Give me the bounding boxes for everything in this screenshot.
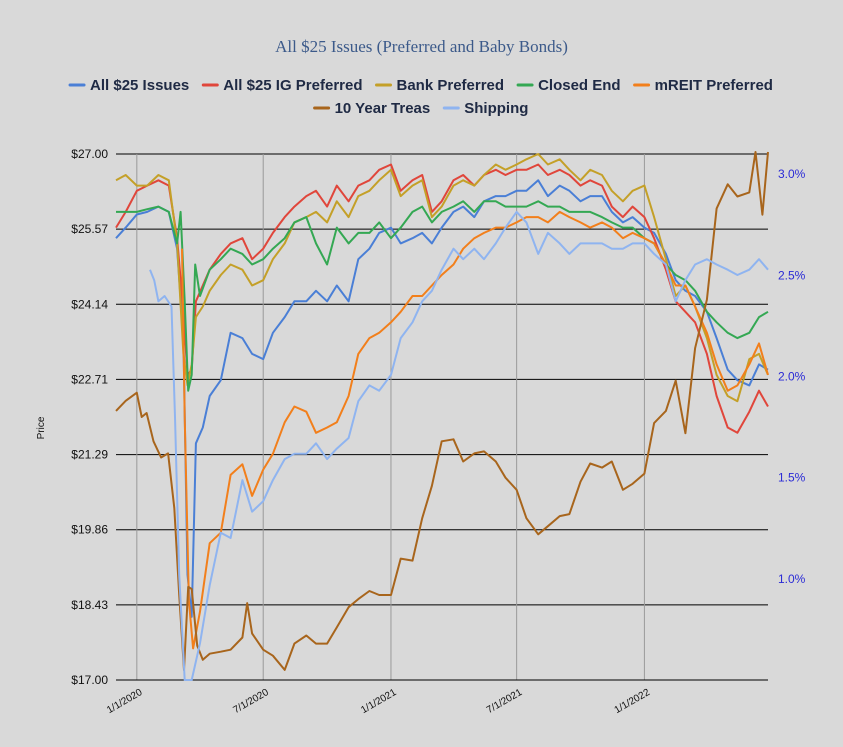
y-tick-label: $21.29 xyxy=(71,448,108,462)
plot-area xyxy=(115,151,769,681)
x-tick-label: 7/1/2021 xyxy=(485,687,525,716)
y-tick-label: $25.57 xyxy=(71,222,108,236)
series-line-shipping xyxy=(149,210,769,681)
chart-title: All $25 Issues (Preferred and Baby Bonds… xyxy=(275,37,568,56)
y-axis-right: 1.0% 1.5% 2.0% 2.5% 3.0% xyxy=(778,167,806,586)
series-line-bank-preferred xyxy=(115,153,769,403)
y-tick-label: $17.00 xyxy=(71,673,108,687)
series-line-10-year-treas xyxy=(115,151,769,671)
x-tick-label: 7/1/2020 xyxy=(231,687,271,716)
legend-label-bank-preferred: Bank Preferred xyxy=(397,77,505,94)
legend-label-mreit-preferred: mREIT Preferred xyxy=(655,77,773,94)
y-tick-label: $19.86 xyxy=(71,523,108,537)
y-tick-label: $27.00 xyxy=(71,147,108,161)
legend-label-closed-end: Closed End xyxy=(538,77,621,94)
y-axis-left: $17.00 $18.43 $19.86 $21.29 $22.71 $24.14 $25.… xyxy=(71,147,108,687)
series-line-closed-end xyxy=(116,200,769,392)
series-line-mreit-preferred xyxy=(181,210,769,650)
y-axis-label: Price xyxy=(36,416,47,439)
y-tick-label: $22.71 xyxy=(71,372,108,386)
y-right-tick-label: 1.5% xyxy=(778,471,806,485)
y-right-tick-label: 3.0% xyxy=(778,167,806,181)
grid xyxy=(116,153,768,681)
x-tick-label: 1/1/2022 xyxy=(613,687,653,716)
y-right-tick-label: 2.5% xyxy=(778,268,806,282)
series-line-all-25-ig-preferred xyxy=(115,163,769,434)
legend-label-all-25-issues: All $25 Issues xyxy=(90,77,189,94)
series-line-all-25-issues xyxy=(115,179,769,618)
y-tick-label: $24.14 xyxy=(71,297,108,311)
legend-label-shipping: Shipping xyxy=(464,100,528,117)
x-tick-label: 1/1/2020 xyxy=(105,687,145,716)
legend: All $25 Issues All $25 IG Preferred Bank P… xyxy=(68,77,773,117)
y-tick-label: $18.43 xyxy=(71,598,108,612)
x-tick-label: 1/1/2021 xyxy=(359,687,399,716)
x-axis: 1/1/2020 7/1/2020 1/1/2021 7/1/2021 1/1/2022 xyxy=(105,687,652,716)
y-right-tick-label: 1.0% xyxy=(778,572,806,586)
legend-label-all-25-ig-preferred: All $25 IG Preferred xyxy=(223,77,362,94)
y-right-tick-label: 2.0% xyxy=(778,370,806,384)
legend-label-10-year-treas: 10 Year Treas xyxy=(335,100,431,117)
